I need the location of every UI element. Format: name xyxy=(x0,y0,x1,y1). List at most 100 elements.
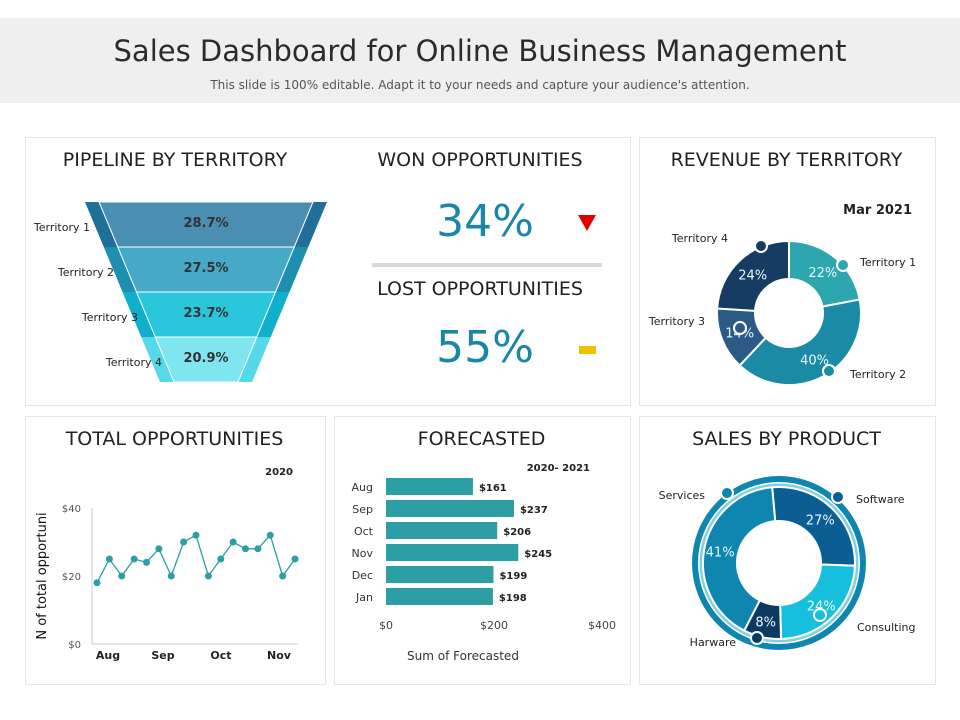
bar-value-label: $199 xyxy=(499,571,527,582)
bar-x-tick: $0 xyxy=(379,619,393,632)
bar-value-label: $198 xyxy=(499,593,527,604)
product-marker-dot xyxy=(720,486,734,500)
bar-oct xyxy=(386,522,498,539)
line-series xyxy=(96,533,296,584)
line-point xyxy=(242,545,249,553)
pipeline-title: PIPELINE BY TERRITORY xyxy=(62,149,288,171)
funnel-category-label: Territory 3 xyxy=(81,311,138,324)
won-value: 34% xyxy=(436,196,534,247)
bar-period: 2020- 2021 xyxy=(527,463,590,474)
divider xyxy=(372,263,602,267)
bar-aug xyxy=(386,478,473,495)
total-title: TOTAL OPPORTUNITIES xyxy=(65,428,284,450)
down-triangle-icon xyxy=(578,215,596,231)
bar-dec xyxy=(386,566,494,583)
revenue-slice-territory-4 xyxy=(716,239,790,312)
revenue-slice-territory-2 xyxy=(738,298,862,386)
line-point xyxy=(192,531,200,539)
line-x-tick: Sep xyxy=(151,649,174,662)
line-point xyxy=(229,538,237,546)
product-outer-ring xyxy=(692,476,866,650)
line-point xyxy=(105,555,113,563)
product-marker-dot xyxy=(750,631,764,645)
page-title: Sales Dashboard for Online Business Mana… xyxy=(113,34,847,68)
line-point xyxy=(155,545,163,553)
total-opportunities-card xyxy=(25,416,326,685)
funnel-category-label: Territory 4 xyxy=(105,356,162,369)
product-inner-ring xyxy=(699,483,859,643)
bar-nov xyxy=(386,544,519,561)
revenue-slice-label: 22% xyxy=(808,266,837,281)
lost-title: LOST OPPORTUNITIES xyxy=(377,278,583,300)
revenue-legend-label: Territory 2 xyxy=(849,368,906,381)
line-period: 2020 xyxy=(265,467,293,478)
funnel-value-label: 28.7% xyxy=(183,216,228,231)
won-title: WON OPPORTUNITIES xyxy=(377,149,583,171)
revenue-marker-dot xyxy=(822,364,836,378)
revenue-legend-label: Territory 1 xyxy=(859,256,916,269)
product-title: SALES BY PRODUCT xyxy=(692,428,881,450)
line-point xyxy=(217,555,225,563)
product-legend-label: Consulting xyxy=(857,621,915,634)
line-point xyxy=(167,572,175,580)
product-legend-label: Services xyxy=(659,489,706,502)
line-x-tick: Nov xyxy=(267,649,292,662)
funnel-value-label: 23.7% xyxy=(183,306,228,321)
dash-icon xyxy=(579,346,596,354)
product-slice-label: 24% xyxy=(807,600,836,615)
funnel-value-label: 27.5% xyxy=(183,261,228,276)
line-y-label: N of total opportuni xyxy=(35,512,50,639)
line-point xyxy=(266,531,274,539)
lost-value: 55% xyxy=(436,322,534,373)
forecast-title: FORECASTED xyxy=(417,428,546,450)
line-point xyxy=(180,538,188,546)
product-legend-label: Harware xyxy=(690,636,737,649)
bar-sep xyxy=(386,500,514,517)
line-point xyxy=(204,572,212,580)
revenue-marker-dot xyxy=(733,321,747,335)
bar-value-label: $206 xyxy=(503,527,531,538)
bar-x-tick: $400 xyxy=(588,619,616,632)
page-subtitle: This slide is 100% editable. Adapt it to… xyxy=(210,78,750,92)
product-slice-label: 41% xyxy=(706,546,735,561)
line-x-tick: Aug xyxy=(96,649,120,662)
bar-category-label: Jan xyxy=(355,591,373,604)
revenue-legend-label: Territory 4 xyxy=(671,232,728,245)
revenue-legend-label: Territory 3 xyxy=(648,315,705,328)
bar-category-label: Oct xyxy=(354,525,374,538)
product-slice-services xyxy=(702,486,777,632)
bar-value-label: $245 xyxy=(524,549,552,560)
bar-value-label: $161 xyxy=(479,483,507,494)
product-legend-label: Software xyxy=(856,493,905,506)
line-point xyxy=(93,579,101,587)
line-point xyxy=(291,555,299,563)
header-band xyxy=(0,18,960,103)
bar-category-label: Sep xyxy=(352,503,373,516)
line-point xyxy=(118,572,126,580)
revenue-marker-dot xyxy=(836,258,850,272)
revenue-slice-territory-1 xyxy=(788,239,861,308)
bar-jan xyxy=(386,588,493,605)
bar-category-label: Dec xyxy=(352,569,373,582)
product-slice-label: 8% xyxy=(755,615,776,630)
product-slice-label: 27% xyxy=(806,513,835,528)
revenue-period: Mar 2021 xyxy=(843,203,912,218)
forecasted-card xyxy=(334,416,631,685)
funnel-category-label: Territory 1 xyxy=(33,221,90,234)
bar-value-label: $237 xyxy=(520,505,548,516)
bar-category-label: Nov xyxy=(352,547,374,560)
line-point xyxy=(143,558,150,566)
line-y-tick: $40 xyxy=(62,504,81,515)
product-marker-dot xyxy=(813,608,827,622)
line-y-tick: $20 xyxy=(62,572,81,583)
line-point xyxy=(279,572,287,580)
bar-category-label: Aug xyxy=(352,481,373,494)
bar-x-tick: $200 xyxy=(480,619,508,632)
bar-x-label: Sum of Forecasted xyxy=(407,649,519,663)
revenue-marker-dot xyxy=(754,239,768,253)
pipeline-won-card xyxy=(25,137,631,406)
revenue-slice-label: 40% xyxy=(800,353,829,368)
line-y-tick: $0 xyxy=(68,640,81,651)
revenue-slice-label: 24% xyxy=(738,268,767,283)
